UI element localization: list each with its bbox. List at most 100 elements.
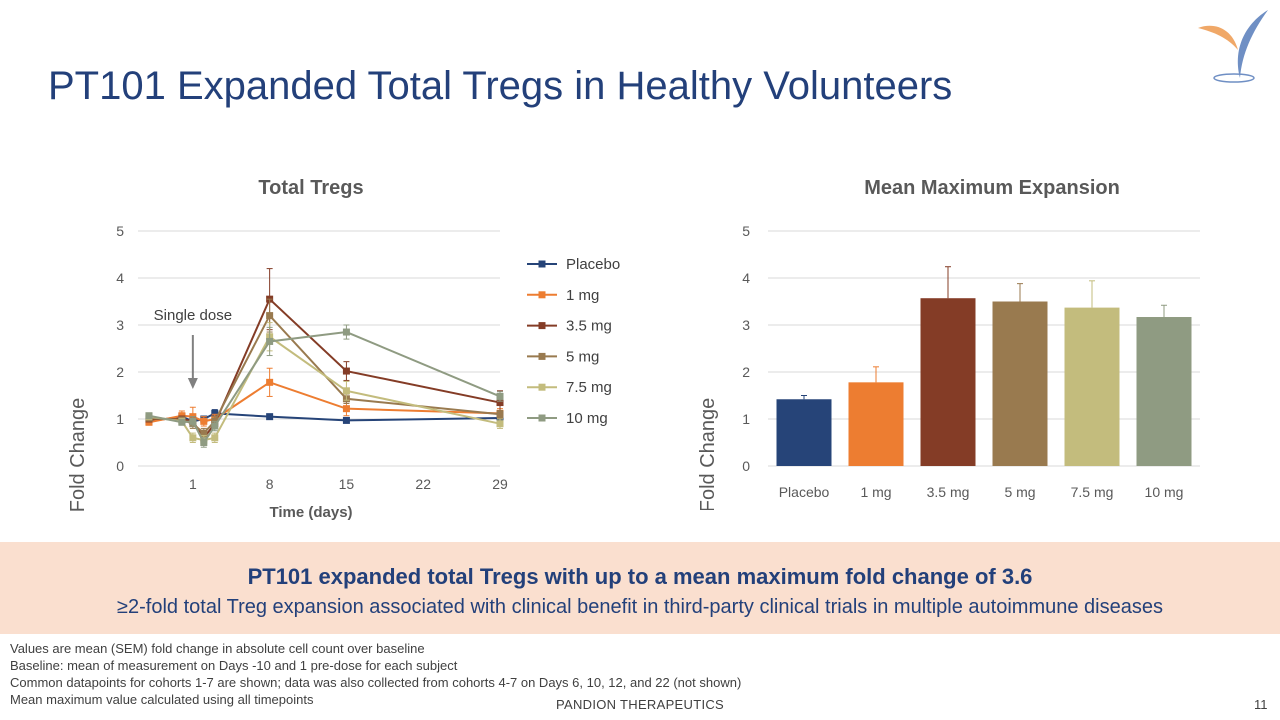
bar: [992, 301, 1048, 466]
line-chart-ylabel: Fold Change: [67, 398, 89, 513]
x-tick-label: 8: [266, 476, 274, 492]
page-number: 11: [1254, 697, 1268, 712]
logo-ripple: [1213, 73, 1255, 83]
bar-chart-ylabel: Fold Change: [697, 398, 719, 510]
data-point: [189, 434, 197, 442]
footnotes: Values are mean (SEM) fold change in abs…: [10, 640, 741, 708]
mean-max-expansion-chart: Mean Maximum Expansion 0 1 2 3 4 5 Placebo 1 m…: [697, 177, 1200, 510]
series-10-mg: [145, 324, 504, 448]
banner-subline: ≥2-fold total Treg expansion associated …: [117, 596, 1163, 618]
bar-chart-bars: Placebo 1 mg 3.5 mg 5 mg 7.5 mg 10 mg: [776, 266, 1192, 500]
data-point: [496, 392, 504, 400]
bar: [920, 298, 976, 466]
series-3.5-mg: [145, 268, 504, 443]
x-tick-label: 1 mg: [860, 484, 891, 500]
x-tick-label: 5 mg: [1004, 484, 1035, 500]
legend-swatch-marker: [538, 383, 546, 391]
line-chart-title: Total Tregs: [258, 177, 363, 199]
banner-headline: PT101 expanded total Tregs with up to a …: [247, 564, 1033, 589]
legend-item: 10 mg: [527, 410, 608, 427]
page-title: PT101 Expanded Total Tregs in Healthy Vo…: [48, 64, 953, 108]
x-tick-label: 1: [189, 476, 197, 492]
bar-group-10-mg: 10 mg: [1136, 304, 1192, 500]
legend-label: 1 mg: [566, 287, 599, 304]
data-point: [496, 410, 504, 418]
bar-group-placebo: Placebo: [776, 395, 832, 500]
data-point: [342, 416, 350, 424]
x-tick-label: Placebo: [779, 484, 830, 500]
y-tick-label: 0: [742, 458, 750, 474]
x-tick-label: 29: [492, 476, 508, 492]
y-tick-label: 4: [116, 270, 124, 286]
line-chart-xlabel: Time (days): [269, 504, 352, 521]
y-tick-label: 4: [742, 270, 750, 286]
series-7.5-mg: [145, 322, 504, 446]
legend-swatch-marker: [538, 260, 546, 268]
line-chart-axes: 0 1 2 3 4 5 1 8 15 22 29: [116, 223, 508, 492]
total-tregs-chart: Total Tregs 0 1 2 3 4 5 1 8 15 22 29 Placebo 1 mg 3.…: [67, 177, 620, 521]
x-tick-label: 22: [415, 476, 431, 492]
bar-chart-title: Mean Maximum Expansion: [864, 177, 1120, 199]
key-finding-banner: PT101 expanded total Tregs with up to a …: [0, 542, 1280, 634]
data-point: [496, 420, 504, 428]
data-point: [266, 378, 274, 386]
data-point: [178, 418, 186, 426]
legend-label: Placebo: [566, 256, 620, 273]
arrow-head: [187, 378, 198, 389]
footnote: Mean maximum value calculated using all …: [10, 692, 314, 707]
data-point: [211, 422, 219, 430]
y-tick-label: 3: [742, 317, 750, 333]
legend-item: Placebo: [527, 256, 620, 273]
company-logo: [1198, 10, 1268, 83]
data-point: [200, 439, 208, 446]
series-1-mg: [145, 367, 504, 427]
bar-group-5-mg: 5 mg: [992, 283, 1048, 500]
footnote: Baseline: mean of measurement on Days -1…: [10, 658, 458, 673]
legend-item: 5 mg: [527, 348, 599, 365]
data-point: [145, 412, 153, 420]
bar: [1064, 307, 1120, 466]
data-point: [211, 409, 219, 417]
x-tick-label: 7.5 mg: [1071, 484, 1114, 500]
data-point: [266, 413, 274, 421]
y-tick-label: 1: [742, 411, 750, 427]
legend-label: 7.5 mg: [566, 379, 612, 396]
x-tick-label: 10 mg: [1145, 484, 1184, 500]
legend-item: 7.5 mg: [527, 379, 612, 396]
data-point: [342, 367, 350, 375]
legend-label: 10 mg: [566, 410, 608, 427]
data-point: [211, 434, 219, 442]
data-point: [200, 429, 208, 437]
data-point: [342, 328, 350, 336]
footnote: Common datapoints for cohorts 1-7 are sh…: [10, 675, 742, 690]
y-tick-label: 0: [116, 458, 124, 474]
data-point: [189, 417, 197, 425]
single-dose-annotation: Single dose: [154, 307, 232, 324]
y-tick-label: 1: [116, 411, 124, 427]
legend-label: 3.5 mg: [566, 318, 612, 335]
legend-swatch-marker: [538, 322, 546, 330]
data-point: [342, 405, 350, 413]
x-tick-label: 3.5 mg: [927, 484, 970, 500]
legend-swatch-marker: [538, 352, 546, 360]
legend-item: 1 mg: [527, 287, 599, 304]
bar: [776, 399, 832, 466]
single-dose-arrow: [187, 335, 198, 389]
bar-chart-axes: 0 1 2 3 4 5: [742, 223, 750, 474]
legend-swatch-marker: [538, 414, 546, 422]
legend-item: 3.5 mg: [527, 318, 612, 335]
data-point: [342, 387, 350, 395]
logo-wing-left: [1198, 25, 1238, 50]
logo-wing-right: [1237, 10, 1268, 78]
company-name: PANDION THERAPEUTICS: [555, 697, 725, 712]
data-point: [200, 417, 208, 425]
data-point: [496, 399, 504, 407]
y-tick-label: 5: [116, 223, 124, 239]
y-tick-label: 5: [742, 223, 750, 239]
bar: [1136, 317, 1192, 466]
bar-group-1-mg: 1 mg: [848, 366, 904, 500]
data-point: [266, 312, 274, 320]
legend-swatch-marker: [538, 291, 546, 299]
bar: [848, 382, 904, 466]
line-chart-series: [145, 268, 504, 448]
